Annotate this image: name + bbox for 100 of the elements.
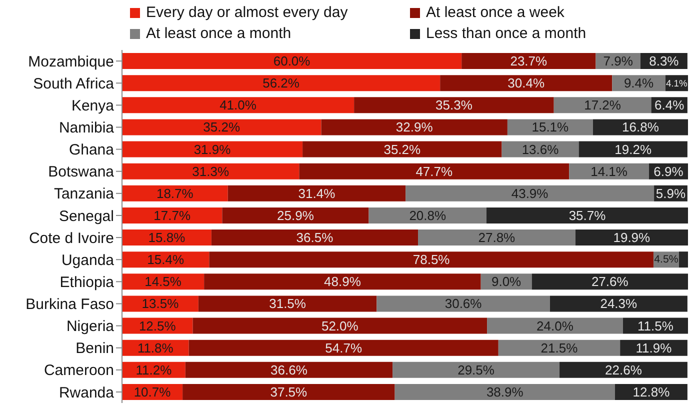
- bar: [192, 318, 488, 334]
- y-tick-label: Namibia: [58, 120, 115, 137]
- bar: [211, 230, 418, 246]
- bar: [560, 362, 688, 378]
- data-label: 31.5%: [269, 296, 306, 312]
- data-label: 78.5%: [412, 252, 450, 268]
- data-label: 38.9%: [486, 384, 524, 400]
- bar: [122, 75, 440, 92]
- data-label: 37.5%: [270, 384, 308, 400]
- data-label: 15.1%: [532, 120, 570, 135]
- bar: [550, 296, 688, 312]
- bar: [554, 97, 652, 114]
- bar: [376, 296, 550, 312]
- data-label: 30.6%: [444, 296, 482, 312]
- data-label: 11.2%: [136, 362, 172, 378]
- bar: [182, 384, 395, 400]
- bar: [569, 163, 649, 180]
- data-label: 32.9%: [396, 120, 434, 135]
- y-tick-label: Botswana: [48, 164, 115, 181]
- bar: [406, 185, 654, 202]
- data-label: 13.5%: [142, 296, 180, 312]
- y-tick-label: Benin: [76, 340, 114, 358]
- bar: [185, 362, 393, 378]
- y-tick-label: Kenya: [71, 97, 115, 114]
- bar: [299, 163, 570, 180]
- data-label: 35.2%: [203, 120, 240, 135]
- y-tick-label: Rwanda: [58, 384, 115, 402]
- data-label: 9.4%: [624, 76, 654, 91]
- bar: [578, 141, 688, 158]
- legend-label: At least once a month: [146, 25, 292, 42]
- data-label: 4.1%: [666, 78, 688, 89]
- data-label: 41.0%: [220, 98, 257, 113]
- data-label: 60.0%: [273, 54, 311, 68]
- y-tick-label: Cameroon: [44, 362, 114, 380]
- data-label: 19.9%: [613, 230, 651, 245]
- bar: [122, 207, 222, 224]
- y-tick-label: Ethiopia: [60, 274, 115, 291]
- data-label: 43.9%: [511, 186, 549, 201]
- y-tick-label: Ghana: [68, 142, 115, 159]
- y-tick-label: Mozambique: [28, 53, 114, 70]
- bar: [532, 274, 688, 290]
- data-label: 19.2%: [614, 142, 652, 157]
- legend-label: Every day or almost every day: [146, 4, 348, 21]
- data-label: 4.5%: [654, 254, 679, 266]
- data-label: 27.8%: [478, 230, 516, 245]
- bar: [198, 296, 377, 312]
- bar: [368, 207, 487, 224]
- bar: [418, 230, 576, 246]
- data-label: 56.2%: [262, 76, 300, 91]
- bar: [487, 318, 623, 334]
- data-label: 35.2%: [384, 142, 422, 157]
- data-label: 23.7%: [510, 54, 548, 68]
- bar: [302, 141, 502, 158]
- data-label: 24.0%: [536, 318, 574, 334]
- data-label: 25.9%: [277, 208, 314, 223]
- data-label: 10.7%: [134, 384, 172, 400]
- data-label: 12.5%: [138, 318, 176, 334]
- data-label: 35.7%: [568, 208, 606, 223]
- data-label: 21.5%: [540, 340, 578, 356]
- data-label: 16.8%: [622, 120, 660, 135]
- data-label: 6.9%: [654, 164, 684, 179]
- data-label: 11.8%: [137, 340, 174, 356]
- bar: [592, 119, 688, 136]
- data-label: 14.1%: [590, 164, 628, 179]
- data-label: 8.3%: [649, 54, 680, 68]
- bar: [678, 252, 688, 268]
- data-label: 27.6%: [591, 274, 629, 290]
- y-tick-label: South Africa: [33, 75, 115, 92]
- data-label: 15.4%: [147, 252, 184, 268]
- legend-label: At least once a week: [426, 4, 564, 21]
- data-label: 5.9%: [656, 186, 686, 201]
- bar: [462, 53, 596, 69]
- bar: [209, 252, 654, 268]
- bar: [122, 141, 303, 158]
- data-label: 52.0%: [321, 318, 359, 334]
- data-label: 36.5%: [296, 230, 334, 245]
- data-label: 35.3%: [436, 98, 473, 113]
- bar: [486, 207, 688, 224]
- data-label: 7.9%: [603, 54, 634, 68]
- data-label: 17.2%: [584, 98, 622, 113]
- y-tick-label: Cote d Ivoire: [28, 230, 114, 247]
- bar: [228, 185, 406, 202]
- bar: [321, 119, 508, 136]
- data-label: 20.8%: [409, 208, 447, 223]
- bar: [122, 185, 228, 202]
- data-label: 17.7%: [154, 208, 191, 223]
- bar: [188, 340, 498, 356]
- y-tick-label: Senegal: [58, 208, 114, 225]
- bar: [392, 362, 560, 378]
- data-label: 54.7%: [325, 340, 362, 356]
- data-label: 30.4%: [508, 76, 545, 91]
- data-label: 29.5%: [458, 362, 495, 378]
- data-label: 11.5%: [638, 318, 674, 334]
- bar: [122, 53, 462, 69]
- data-label: 47.7%: [416, 164, 454, 179]
- bar: [440, 75, 612, 92]
- data-label: 6.4%: [654, 98, 685, 113]
- y-tick-label: Nigeria: [66, 318, 115, 336]
- data-label: 36.6%: [270, 362, 308, 378]
- bar: [498, 340, 620, 356]
